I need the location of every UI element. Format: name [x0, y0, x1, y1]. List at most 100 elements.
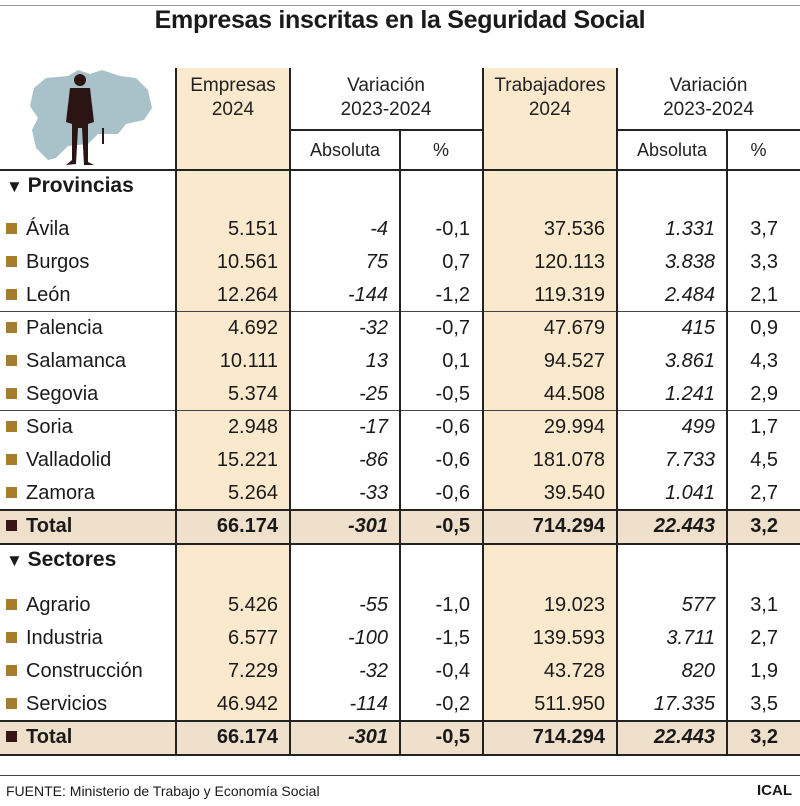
row-label-text: Valladolid	[26, 449, 112, 471]
table-cell: -0,4	[435, 660, 470, 682]
table-cell: 7.733	[664, 449, 715, 471]
table-cell: 1,9	[750, 660, 778, 682]
subheader-absoluta: Absoluta	[309, 140, 381, 160]
empresas-column-bg	[176, 68, 290, 755]
row-label-text: Burgos	[26, 251, 90, 273]
page-title: Empresas inscritas en la Seguridad Socia…	[154, 6, 646, 34]
table-cell: 1.241	[664, 383, 715, 405]
divider	[175, 68, 177, 755]
square-bullet-icon	[6, 355, 17, 366]
row-label-text: Zamora	[26, 482, 95, 504]
table-cell: 29.994	[543, 416, 605, 438]
table-cell: 66.174	[216, 726, 278, 748]
table-cell: 120.113	[534, 251, 605, 273]
table-cell: 47.679	[543, 317, 605, 339]
square-bullet-icon	[6, 665, 17, 676]
row-label-text: Agrario	[26, 594, 91, 616]
row-label: Segovia	[6, 378, 98, 411]
table-cell: -0,6	[435, 416, 470, 438]
table-cell: -114	[349, 693, 388, 715]
section-heading: ▼ Provincias	[6, 174, 134, 198]
table-cell: -0,7	[435, 317, 470, 339]
table-cell: 4,5	[750, 449, 778, 471]
row-label-text: Servicios	[26, 693, 108, 715]
table-cell: -32	[359, 317, 388, 339]
table-cell: -55	[359, 594, 388, 616]
table-cell: 3.861	[664, 350, 715, 372]
table-cell: 5.264	[227, 482, 278, 504]
table-cell: 2,7	[750, 627, 778, 649]
divider	[726, 130, 728, 755]
table-cell: 3,1	[750, 594, 778, 616]
table-cell: 5.426	[227, 594, 278, 616]
table-cell: 0,7	[442, 251, 470, 273]
square-bullet-icon	[6, 632, 17, 643]
table-cell: 181.078	[532, 449, 605, 471]
table-cell: 577	[681, 594, 715, 616]
row-label: Construcción	[6, 655, 143, 688]
table-cell: 3,3	[750, 251, 778, 273]
row-label: Servicios	[6, 688, 107, 721]
table-cell: -1,5	[435, 627, 470, 649]
table-cell: -0,5	[435, 383, 470, 405]
table-cell: 10.111	[219, 350, 278, 372]
table-cell: 46.942	[216, 693, 278, 715]
table-cell: 22.443	[653, 515, 715, 537]
table-cell: -17	[359, 416, 388, 438]
map-businessman-illustration	[30, 70, 152, 165]
header-trabajadores: Trabajadores 2024	[494, 75, 606, 120]
square-bullet-icon	[6, 698, 17, 709]
row-label-text: Salamanca	[26, 350, 127, 372]
square-bullet-icon	[6, 731, 17, 742]
table-cell: 5.374	[227, 383, 278, 405]
table-cell: -0,1	[435, 218, 470, 240]
row-label: Agrario	[6, 589, 90, 622]
table-cell: -25	[359, 383, 388, 405]
table-cell: 3,2	[750, 515, 778, 537]
square-bullet-icon	[6, 487, 17, 498]
row-label: Valladolid	[6, 444, 111, 477]
divider	[289, 68, 291, 755]
divider	[399, 130, 401, 755]
row-label-text: Total	[26, 726, 73, 748]
table-cell: -4	[370, 218, 388, 240]
square-bullet-icon	[6, 599, 17, 610]
square-bullet-icon	[6, 520, 17, 531]
row-label-text: Palencia	[26, 317, 103, 339]
table-cell: 511.950	[534, 693, 605, 715]
divider	[0, 754, 800, 756]
square-bullet-icon	[6, 289, 17, 300]
header-empresas: Empresas 2024	[190, 75, 276, 120]
table-cell: 39.540	[543, 482, 605, 504]
table-cell: 119.319	[534, 284, 605, 306]
divider	[0, 5, 800, 6]
row-label-text: León	[26, 284, 71, 306]
divider	[617, 129, 800, 131]
subheader-pct: %	[432, 140, 449, 160]
table-cell: 44.508	[543, 383, 605, 405]
row-label: Industria	[6, 622, 103, 655]
row-label: Total	[6, 510, 72, 543]
table-cell: -0,5	[435, 726, 470, 748]
table-cell: 7.229	[227, 660, 278, 682]
table-cell: 1.331	[664, 218, 715, 240]
row-label-text: Soria	[26, 416, 73, 438]
table-cell: 12.264	[216, 284, 278, 306]
table-cell: 2,1	[750, 284, 778, 306]
table-cell: 13	[365, 350, 388, 372]
square-bullet-icon	[6, 256, 17, 267]
table-cell: 66.174	[216, 515, 278, 537]
square-bullet-icon	[6, 322, 17, 333]
square-bullet-icon	[6, 421, 17, 432]
table-cell: 0,1	[442, 350, 470, 372]
table-cell: 0,9	[750, 317, 778, 339]
table-cell: 4.692	[227, 317, 278, 339]
table-cell: -1,0	[435, 594, 470, 616]
section-name: Provincias	[27, 174, 134, 197]
table-cell: 94.527	[543, 350, 605, 372]
table-cell: -1,2	[435, 284, 470, 306]
subheader-absoluta: Absoluta	[636, 140, 708, 160]
table-cell: -33	[359, 482, 388, 504]
table-cell: 1.041	[664, 482, 715, 504]
table-cell: -0,6	[435, 482, 470, 504]
